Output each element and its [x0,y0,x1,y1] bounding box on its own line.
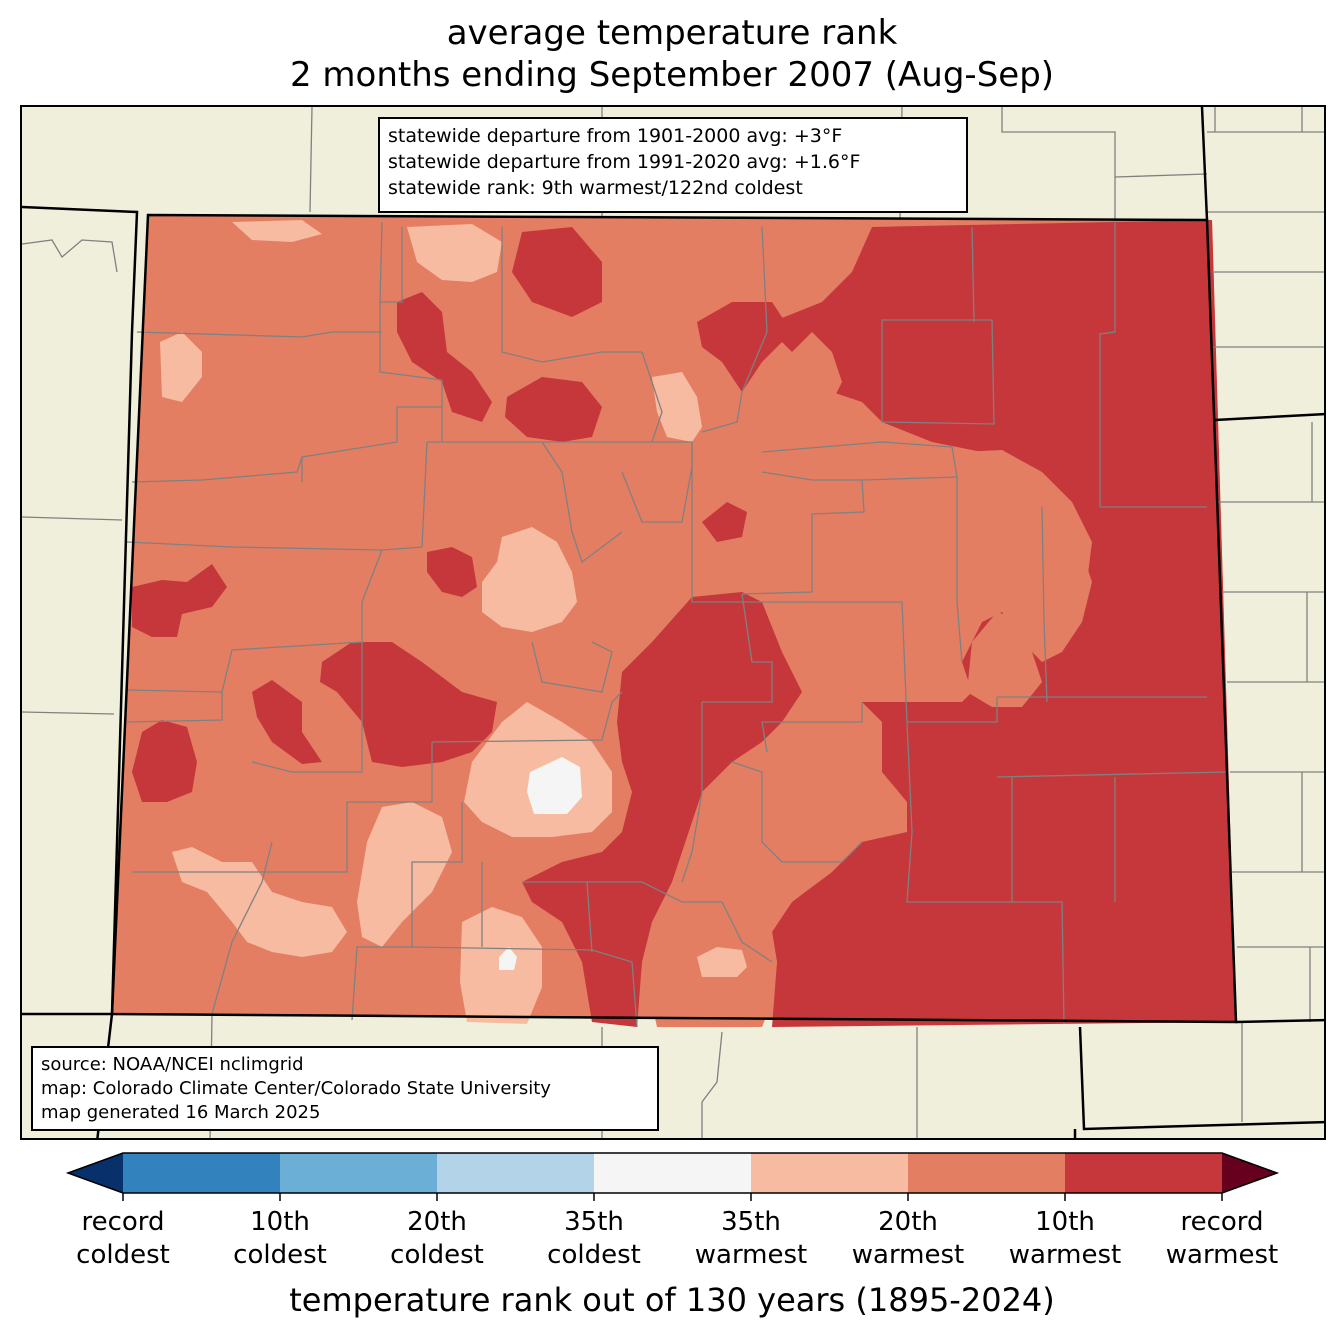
colorbar-bin-6 [908,1153,1065,1193]
map-title: average temperature rank 2 months ending… [0,12,1344,96]
colorbar-bin-7 [1065,1153,1222,1193]
light-area-central [482,527,577,632]
warm-blob-north [512,227,602,317]
tick-label-35th-warmest: 35th warmest [694,1207,808,1270]
warm-blob-southwest [132,720,197,802]
source-line: source: NOAA/NCEI nclimgrid [41,1054,304,1075]
stats-statewide-rank: statewide rank: 9th warmest/122nd coldes… [388,177,803,199]
tick-label-20th-warmest: 20th warmest [851,1207,965,1270]
title-line-1: average temperature rank [446,13,898,53]
warm-blob-denver [702,502,747,542]
map-generated-line: map generated 16 March 2025 [41,1102,321,1123]
warm-blob-sanjuan [320,642,497,767]
warm-blob-frontrange [697,302,792,392]
tick-label-record-coldest: record coldest [76,1207,170,1270]
stats-departure-1991-2020: statewide departure from 1991-2020 avg: … [388,151,861,173]
statewide-stats-box: statewide departure from 1901-2000 avg: … [378,117,968,213]
warm-region-south [522,592,802,1027]
colorbar-bin-5 [751,1153,908,1193]
source-box: source: NOAA/NCEI nclimgrid map: Colorad… [31,1046,659,1131]
light-area-southwest [357,802,452,947]
tick-label-35th-coldest: 35th coldest [547,1207,641,1270]
near-normal-alamosa [527,757,582,814]
map-canvas [22,107,1324,1138]
colorbar-bin-2 [280,1153,437,1193]
stats-departure-1901-2000: statewide departure from 1901-2000 avg: … [388,125,843,147]
colorado-map [20,105,1326,1140]
warm-blob-west [132,564,227,637]
light-area-southeast [697,947,747,977]
tick-label-10th-warmest: 10th warmest [1008,1207,1122,1270]
moderate-island-ne [792,332,842,402]
light-area-southwest-2 [172,847,347,957]
warm-blob-central-north [505,377,602,442]
tick-label-20th-coldest: 20th coldest [390,1207,484,1270]
light-area-north-1 [407,224,502,282]
colorbar [65,1152,1280,1201]
light-area-north-2 [232,220,322,242]
near-normal-south [499,947,517,970]
moderate-island-east-2 [967,612,1042,707]
warm-blob-north-2 [397,292,492,422]
colorbar-extend-cold [68,1153,123,1193]
warm-blob-gunnison [427,547,477,597]
moderate-island-south [732,742,842,862]
map-credit-line: map: Colorado Climate Center/Colorado St… [41,1078,551,1099]
colorbar-extend-warm [1222,1153,1277,1193]
colorbar-bin-3 [437,1153,594,1193]
tick-label-record-warmest: record warmest [1165,1207,1279,1270]
colorbar-bin-4 [594,1153,751,1193]
colorbar-bin-1 [123,1153,280,1193]
tick-label-10th-coldest: 10th coldest [233,1207,327,1270]
title-line-2: 2 months ending September 2007 (Aug-Sep) [289,55,1055,95]
county-lines [126,220,1228,1028]
colorbar-ticks [122,1193,1223,1201]
warm-blob-montrose [252,680,322,764]
light-area-frontrange [652,372,702,442]
moderate-island-east-1 [960,450,1092,602]
light-area-northwest [160,332,202,402]
colorbar-label: temperature rank out of 130 years (1895-… [289,1281,1055,1319]
